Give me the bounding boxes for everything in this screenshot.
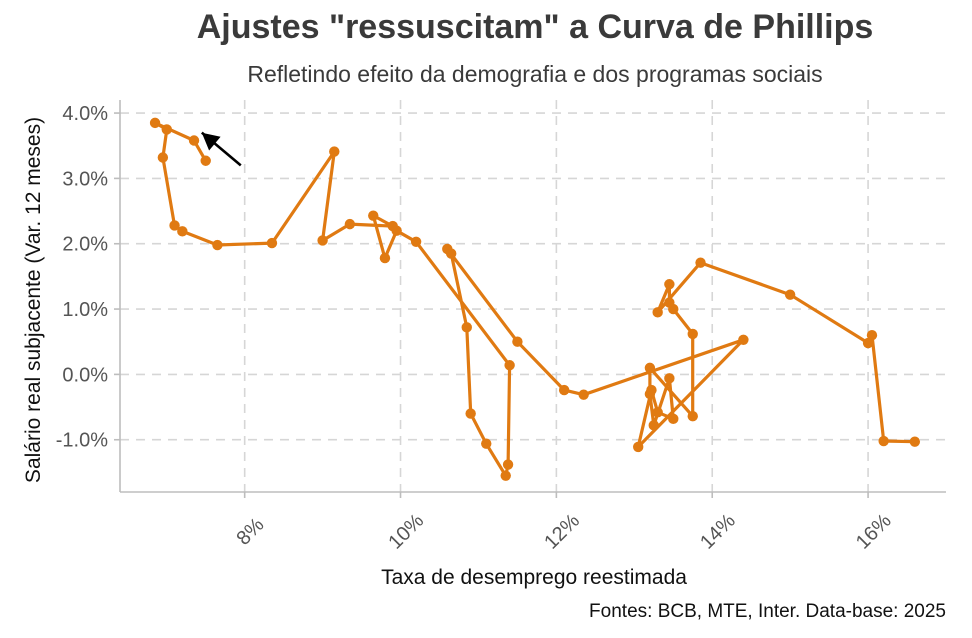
data-point xyxy=(445,248,457,259)
data-point xyxy=(687,328,698,340)
data-point xyxy=(177,226,188,237)
y-tick-label: 4.0% xyxy=(62,103,108,125)
data-point xyxy=(668,413,679,425)
y-tick-label: 0.0% xyxy=(62,364,108,386)
grid-lines xyxy=(120,100,946,492)
data-point xyxy=(644,362,656,374)
y-tick-label: 1.0% xyxy=(62,299,108,321)
x-tick-label: 8% xyxy=(232,514,268,550)
x-tick-label: 12% xyxy=(540,510,584,554)
data-point xyxy=(652,407,663,418)
data-point xyxy=(500,470,511,481)
x-axis-title: Taxa de desemprego reestimada xyxy=(381,566,687,589)
data-point xyxy=(652,307,663,318)
arrow-annotation xyxy=(200,131,242,167)
data-point xyxy=(668,303,679,315)
data-point xyxy=(188,135,200,146)
data-point xyxy=(169,220,180,231)
data-point xyxy=(648,420,659,431)
data-point xyxy=(212,239,223,251)
data-point xyxy=(632,441,644,453)
y-tick-label: -1.0% xyxy=(56,430,108,452)
data-point xyxy=(695,257,706,268)
data-point xyxy=(379,252,391,264)
y-tick-label: 3.0% xyxy=(62,168,108,190)
data-point xyxy=(481,438,492,449)
chart-title: Ajustes "ressuscitam" a Curva de Phillip… xyxy=(197,8,874,46)
data-point xyxy=(465,408,476,419)
arrow-head xyxy=(201,132,221,151)
data-point xyxy=(878,435,889,447)
data-point xyxy=(344,218,356,230)
data-point xyxy=(387,220,398,232)
source-caption: Fontes: BCB, MTE, Inter. Data-base: 2025 xyxy=(589,601,946,622)
data-point xyxy=(578,389,589,400)
data-point xyxy=(784,289,796,300)
y-tick-labels: -1.0% 0.0% 1.0% 2.0% 3.0% 4.0% xyxy=(56,103,108,452)
data-point xyxy=(646,384,657,396)
series-line xyxy=(153,121,917,478)
data-point xyxy=(862,337,874,349)
data-point xyxy=(329,146,340,157)
data-point xyxy=(410,236,422,247)
data-point xyxy=(149,117,161,129)
data-point xyxy=(461,322,472,333)
data-point xyxy=(558,384,570,396)
data-point xyxy=(738,334,749,345)
data-point xyxy=(161,124,172,135)
data-point xyxy=(687,411,698,422)
x-tick-labels: 8% 10% 12% 14% 16% xyxy=(232,510,895,554)
data-point xyxy=(664,373,675,384)
chart-subtitle: Refletindo efeito da demografia e dos pr… xyxy=(247,61,822,87)
data-point xyxy=(157,152,169,163)
y-tick-label: 2.0% xyxy=(62,234,108,256)
x-tick-label: 14% xyxy=(696,510,740,554)
data-series xyxy=(149,117,921,481)
x-tick-label: 16% xyxy=(852,510,896,554)
data-point xyxy=(502,459,514,470)
data-point xyxy=(909,436,921,447)
data-point xyxy=(664,279,675,290)
data-point xyxy=(266,237,278,249)
data-point xyxy=(317,235,328,246)
data-point xyxy=(504,360,515,371)
data-point xyxy=(512,336,523,347)
x-tick-label: 10% xyxy=(384,510,428,554)
axes xyxy=(114,100,946,498)
data-point xyxy=(368,210,379,221)
y-axis-title: Salário real subjacente (Var. 12 meses) xyxy=(22,117,45,483)
data-point xyxy=(200,155,211,166)
data-point xyxy=(866,330,878,341)
